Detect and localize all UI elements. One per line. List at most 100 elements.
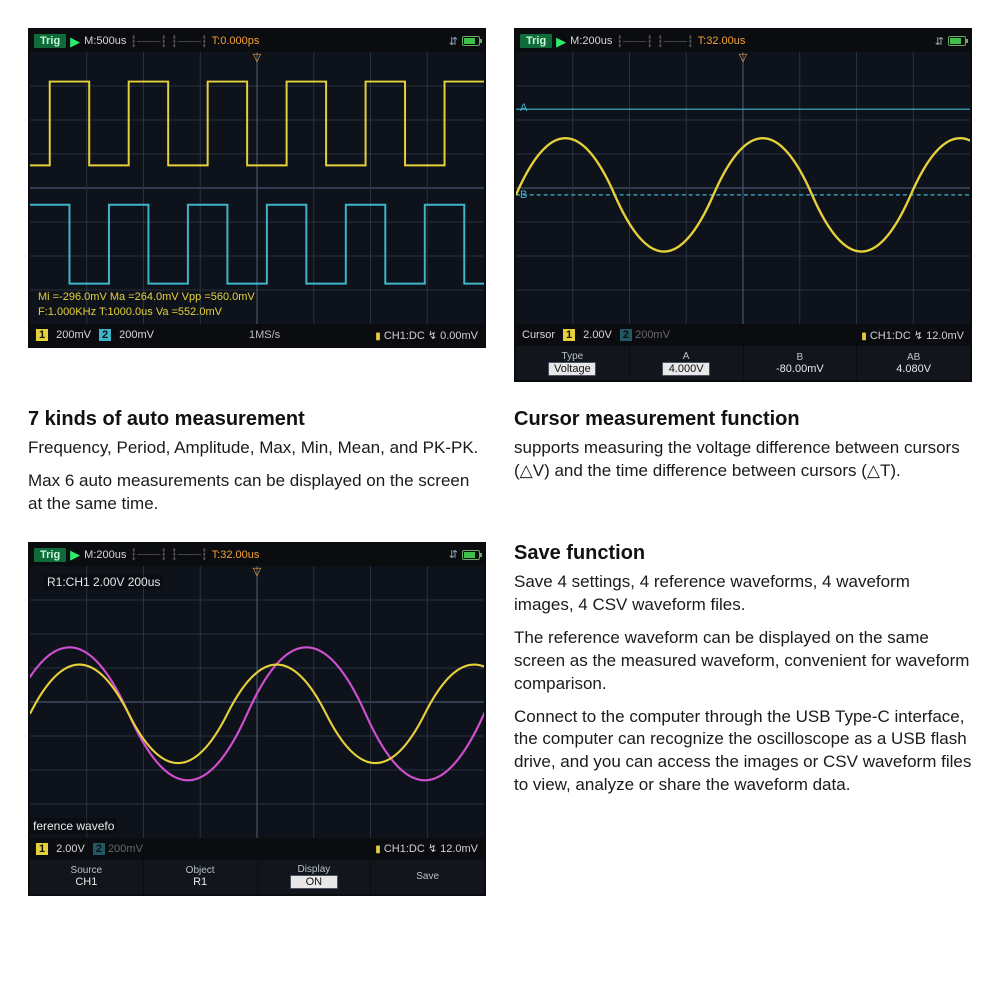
t-position: T:0.000ps (212, 35, 260, 47)
block-title: Save function (514, 542, 972, 565)
block-title: 7 kinds of auto measurement (28, 408, 486, 431)
trigger-marker-icon: ▽ (253, 566, 261, 578)
battery-icon (462, 550, 480, 560)
menu-display[interactable]: Display ON (258, 860, 372, 894)
ch2-badge: 2 (620, 329, 632, 341)
usb-icon: ⇵ (449, 35, 458, 48)
menu-cursor-b[interactable]: B -80.00mV (744, 346, 858, 380)
trigger-marker-icon: ▽ (253, 52, 261, 64)
reference-label: R1:CH1 2.00V 200us (44, 574, 163, 590)
menu-cursor-a[interactable]: A 4.000V (630, 346, 744, 380)
menu-hdr: A (683, 351, 690, 362)
menu-hdr: AB (907, 352, 920, 363)
battery-icon (462, 36, 480, 46)
menu-object[interactable]: Object R1 (144, 860, 258, 894)
run-icon: ▶ (70, 35, 80, 48)
ch1-badge: 1 (563, 329, 575, 341)
block-p2: The reference waveform can be displayed … (514, 627, 972, 696)
mode-label: Cursor (522, 329, 555, 341)
cursor-b-label: B (520, 189, 527, 201)
trigger-info: ▮ CH1:DC ↯ 0.00mV (375, 329, 478, 342)
menu-source[interactable]: Source CH1 (30, 860, 144, 894)
menu-hdr: Type (562, 351, 584, 362)
ch2-scale: 200mV (108, 843, 143, 855)
battery-icon (948, 36, 966, 46)
menu-val: 4.000V (662, 362, 710, 376)
ch2-scale: 200mV (119, 329, 154, 341)
menu-hdr: Source (71, 865, 103, 876)
menu-hdr: Display (297, 864, 330, 875)
row-1: Trig ▶ M:500us ┇───┇ ┇───┇ T:0.000ps ⇵ (28, 28, 972, 382)
menu-val: Voltage (548, 362, 596, 376)
scope-2-statusbar: Cursor 1 2.00V 2 200mV ▮ CH1:DC ↯ 12.0mV (516, 324, 970, 346)
menu-save[interactable]: Save (371, 860, 484, 894)
menu-hdr: Object (186, 865, 215, 876)
menu-val: R1 (193, 876, 207, 888)
menu-hdr: Save (416, 871, 439, 882)
sep: ┇───┇ (130, 35, 167, 48)
trigger-text: CH1:DC ↯ 0.00mV (384, 330, 478, 342)
timebase: M:500us (84, 35, 126, 47)
ch1-badge: 1 (36, 843, 48, 855)
menu-cursor-ab[interactable]: AB 4.080V (857, 346, 970, 380)
scope-2-menu: Type Voltage A 4.000V B -80.00mV AB 4.08… (516, 346, 970, 380)
trigger-marker-icon: ▽ (739, 52, 747, 64)
usb-icon: ⇵ (449, 548, 458, 561)
auto-measurements: Mi =-296.0mV Ma =264.0mV Vpp =560.0mV F:… (38, 290, 255, 320)
scope-1: Trig ▶ M:500us ┇───┇ ┇───┇ T:0.000ps ⇵ (28, 28, 486, 348)
scope-2-screen: ▽ A B (516, 52, 970, 324)
sample-rate: 1MS/s (162, 329, 367, 341)
menu-val: ON (290, 875, 338, 889)
block-save-function: Save function Save 4 settings, 4 referen… (514, 542, 972, 896)
t-position: T:32.00us (698, 35, 746, 47)
scope-1-topbar: Trig ▶ M:500us ┇───┇ ┇───┇ T:0.000ps ⇵ (30, 30, 484, 52)
block-p1: Save 4 settings, 4 reference waveforms, … (514, 571, 972, 617)
block-auto-measurement: 7 kinds of auto measurement Frequency, P… (28, 408, 486, 516)
menu-type[interactable]: Type Voltage (516, 346, 630, 380)
page: Trig ▶ M:500us ┇───┇ ┇───┇ T:0.000ps ⇵ (0, 0, 1000, 1000)
block-p2: Max 6 auto measurements can be displayed… (28, 470, 486, 516)
cursor-a-label: A (520, 102, 527, 114)
trig-badge: Trig (34, 548, 66, 562)
ch1-scale: 2.00V (583, 329, 612, 341)
edge-icon: ▮ (375, 331, 381, 342)
usb-icon: ⇵ (935, 35, 944, 48)
sep: ┇───┇ (171, 35, 208, 48)
menu-hdr: B (797, 352, 804, 363)
scope-1-screen: ▽ Mi =-296.0mV Ma =264.0mV Vpp =560.0mV … (30, 52, 484, 324)
scope-3-statusbar: 1 2.00V 2 200mV ▮ CH1:DC ↯ 12.0mV (30, 838, 484, 860)
scope-3: Trig ▶ M:200us ┇───┇ ┇───┇ T:32.00us ⇵ (28, 542, 486, 896)
trigger-info: ▮ CH1:DC ↯ 12.0mV (375, 842, 478, 855)
ch1-scale: 2.00V (56, 843, 85, 855)
scope-3-topbar: Trig ▶ M:200us ┇───┇ ┇───┇ T:32.00us ⇵ (30, 544, 484, 566)
scope-3-screen: ▽ R1:CH1 2.00V 200us ference wavefo (30, 566, 484, 838)
menu-val: -80.00mV (776, 363, 824, 375)
edge-icon: ▮ (861, 331, 867, 342)
block-cursor-measurement: Cursor measurement function supports mea… (514, 408, 972, 516)
block-title: Cursor measurement function (514, 408, 972, 431)
ch2-badge: 2 (93, 843, 105, 855)
ch2-scale: 200mV (635, 329, 670, 341)
menu-val: CH1 (75, 876, 97, 888)
block-p1: supports measuring the voltage differenc… (514, 437, 972, 483)
row-3: Trig ▶ M:200us ┇───┇ ┇───┇ T:32.00us ⇵ (28, 542, 972, 896)
sep: ┇───┇ (616, 35, 653, 48)
sep: ┇───┇ (657, 35, 694, 48)
block-p1: Frequency, Period, Amplitude, Max, Min, … (28, 437, 486, 460)
timebase: M:200us (84, 549, 126, 561)
sep: ┇───┇ (130, 548, 167, 561)
run-icon: ▶ (70, 548, 80, 561)
row-2: 7 kinds of auto measurement Frequency, P… (28, 408, 972, 516)
trig-badge: Trig (520, 34, 552, 48)
sep: ┇───┇ (171, 548, 208, 561)
edge-icon: ▮ (375, 844, 381, 855)
cropped-caption: ference wavefo (30, 818, 117, 834)
trigger-info: ▮ CH1:DC ↯ 12.0mV (861, 329, 964, 342)
scope-3-menu: Source CH1 Object R1 Display ON Save (30, 860, 484, 894)
scope-2: Trig ▶ M:200us ┇───┇ ┇───┇ T:32.00us ⇵ (514, 28, 972, 382)
menu-val: 4.080V (896, 363, 931, 375)
trigger-text: CH1:DC ↯ 12.0mV (870, 330, 964, 342)
trig-badge: Trig (34, 34, 66, 48)
ch1-scale: 200mV (56, 329, 91, 341)
scope-2-topbar: Trig ▶ M:200us ┇───┇ ┇───┇ T:32.00us ⇵ (516, 30, 970, 52)
